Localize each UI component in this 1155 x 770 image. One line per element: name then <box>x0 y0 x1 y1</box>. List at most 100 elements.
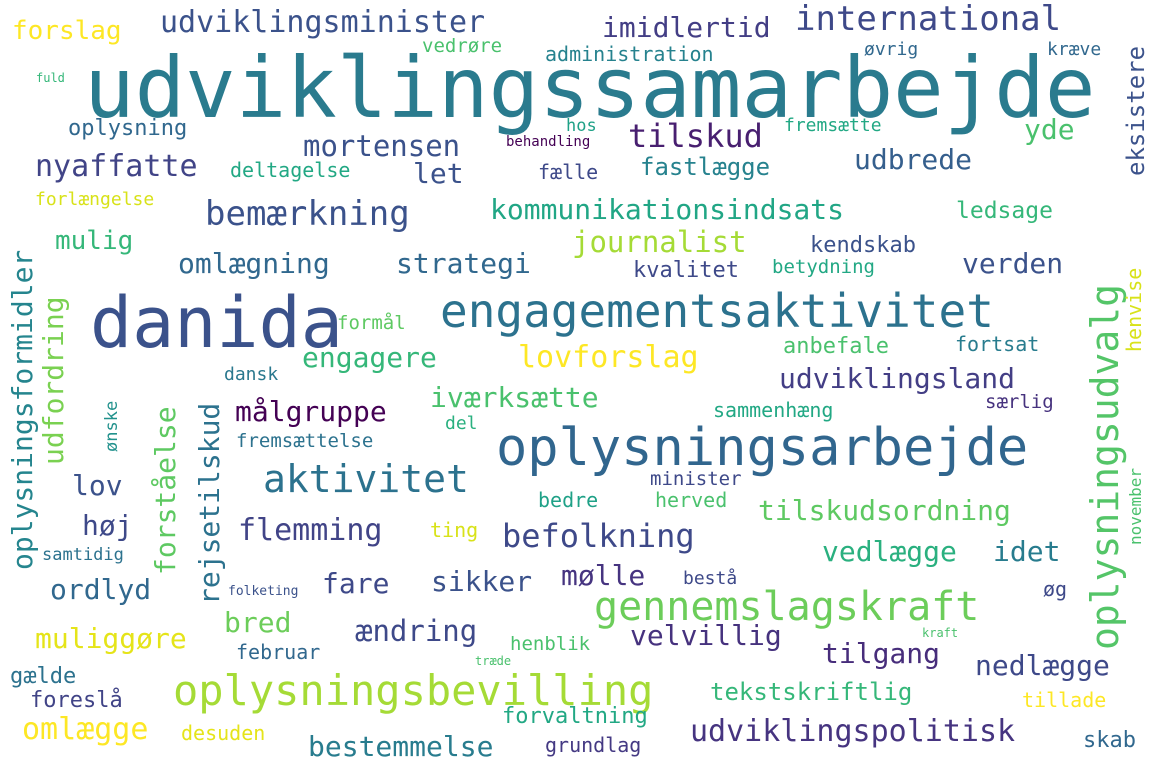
word: imidlertid <box>602 11 771 44</box>
word: omlægning <box>178 247 330 280</box>
word: oplysningsbevilling <box>173 666 654 715</box>
word: oplysning <box>68 116 188 141</box>
word: lovforslag <box>518 340 699 375</box>
word: øg <box>1043 577 1068 601</box>
word: bemærkning <box>205 194 410 234</box>
word: udbrede <box>854 143 973 176</box>
word: oplysningsarbejde <box>496 418 1029 478</box>
word: træde <box>475 654 512 668</box>
word: rejsetilskud <box>193 402 226 605</box>
word: sikker <box>431 565 533 598</box>
word: aktivitet <box>263 457 469 501</box>
word: udviklingssamarbejde <box>84 39 1096 137</box>
word: ordlyd <box>50 573 152 606</box>
word: kvalitet <box>633 258 739 283</box>
word: oplysningsudvalg <box>1083 283 1127 650</box>
word: desuden <box>181 721 266 745</box>
word: verden <box>962 247 1064 280</box>
word: eksistere <box>1122 45 1150 176</box>
word: oplysningsformidler <box>6 249 39 570</box>
word: sammenhæng <box>713 398 834 422</box>
word: yde <box>1024 113 1075 146</box>
word: vedlægge <box>822 535 957 568</box>
word: administration <box>545 42 714 66</box>
word: kommunikationsindsats <box>490 193 845 226</box>
word: målgruppe <box>235 395 387 428</box>
word: udviklingspolitisk <box>690 714 1016 749</box>
word: kraft <box>922 626 959 640</box>
word: nedlægge <box>975 649 1110 682</box>
word: samtidig <box>42 545 124 565</box>
word: strategi <box>396 247 531 280</box>
word: let <box>413 157 464 190</box>
word: forvaltning <box>502 704 648 729</box>
word: formål <box>337 312 406 334</box>
word: folketing <box>228 584 299 599</box>
word: hos <box>566 116 597 136</box>
word: særlig <box>985 391 1054 413</box>
word: forståelse <box>149 406 182 575</box>
word: befolkning <box>502 517 695 555</box>
word: forlængelse <box>35 189 155 210</box>
word: iværksætte <box>430 381 599 414</box>
word: betydning <box>772 256 875 278</box>
word: fremsættelse <box>236 430 374 452</box>
word: forslag <box>12 16 122 46</box>
word: november <box>1126 467 1145 545</box>
word: udviklingsland <box>779 362 1016 395</box>
word: ting <box>430 518 479 542</box>
word: gennemslagskraft <box>594 584 980 630</box>
word: mortensen <box>303 129 461 163</box>
word: høj <box>82 509 133 542</box>
word: mulig <box>55 226 134 256</box>
word: anbefale <box>783 334 889 359</box>
word: kræve <box>1047 39 1102 60</box>
word: skab <box>1083 728 1136 753</box>
word: februar <box>236 640 321 664</box>
word: tilgang <box>822 637 941 670</box>
word: vedrøre <box>422 35 503 57</box>
word: muliggøre <box>35 622 187 655</box>
word: engagere <box>302 341 437 374</box>
word: henvise <box>1122 267 1146 352</box>
word: del <box>445 413 478 434</box>
word: bestå <box>683 568 738 589</box>
word: fremsætte <box>784 115 882 136</box>
word: engagementsaktivitet <box>440 284 994 338</box>
word: behandling <box>506 134 591 150</box>
word: gælde <box>10 664 77 689</box>
word: herved <box>655 488 728 512</box>
word: omlægge <box>22 712 149 747</box>
word: ledsage <box>956 198 1053 224</box>
word: tillade <box>1022 688 1107 712</box>
word: flemming <box>238 513 383 548</box>
word: øvrig <box>864 39 919 60</box>
word: fuld <box>36 71 65 85</box>
word: dansk <box>224 364 279 385</box>
word: ændring <box>355 614 478 648</box>
word: tilskud <box>628 117 763 155</box>
word: fare <box>322 567 390 600</box>
word: idet <box>993 535 1061 568</box>
word: bred <box>224 606 292 639</box>
word: velvillig <box>630 619 782 652</box>
word: minister <box>650 468 742 490</box>
word: tekstskriftlig <box>710 678 913 706</box>
word: lov <box>72 469 123 502</box>
word: fælle <box>538 160 599 184</box>
word: bestemmelse <box>308 730 494 763</box>
word: foreslå <box>30 688 123 713</box>
word: journalist <box>572 225 747 259</box>
word: fastlægge <box>640 153 771 181</box>
word: bedre <box>538 488 599 512</box>
word: mølle <box>561 559 646 592</box>
word: deltagelse <box>230 158 351 182</box>
word: udviklingsminister <box>160 5 486 40</box>
word: ønske <box>102 400 122 452</box>
word: tilskudsordning <box>758 494 1011 527</box>
word: international <box>795 0 1062 39</box>
word: nyaffatte <box>35 149 198 184</box>
word: danida <box>90 282 343 364</box>
word: grundlag <box>545 733 642 757</box>
